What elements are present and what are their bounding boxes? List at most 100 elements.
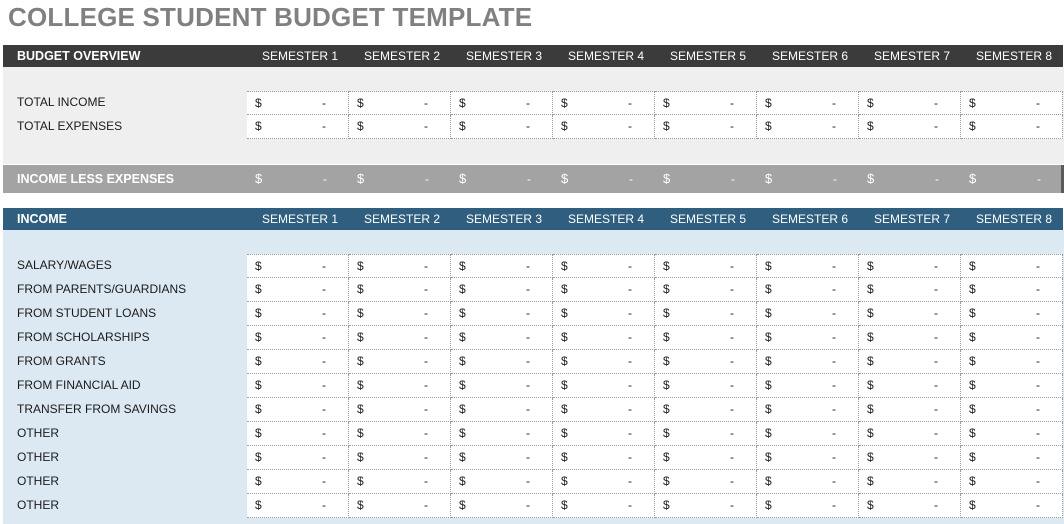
value-cell[interactable]: $ - [757,91,859,115]
value-cell[interactable]: $ - [451,326,553,350]
value-cell[interactable]: $ - [655,254,757,278]
value-cell[interactable]: $ - [451,398,553,422]
value-cell[interactable]: $ - [349,446,451,470]
value-cell[interactable]: $ - [655,350,757,374]
value-cell[interactable]: $ - [859,115,961,139]
value-cell[interactable]: $ - [757,446,859,470]
value-cell[interactable]: $ - [655,302,757,326]
value-cell[interactable]: $ - [961,446,1063,470]
value-cell[interactable]: $ - [961,470,1063,494]
value-cell[interactable]: $ - [553,470,655,494]
value-cell[interactable]: $ - [961,115,1063,139]
value-cell[interactable]: $ - [451,350,553,374]
value-cell[interactable]: $ - [553,446,655,470]
value-cell[interactable]: $ - [451,446,553,470]
value-cell[interactable]: $ - [349,326,451,350]
value-cell[interactable]: $ - [859,422,961,446]
value-cell[interactable]: $ - [859,278,961,302]
value-cell[interactable]: $ - [961,374,1063,398]
value-cell[interactable]: $ - [757,302,859,326]
value-cell[interactable]: $ - [757,470,859,494]
value-cell[interactable]: $ - [247,422,349,446]
value-cell[interactable]: $ - [655,446,757,470]
value-cell[interactable]: $ - [247,494,349,518]
value-cell[interactable]: $ - [451,302,553,326]
value-cell[interactable]: $ - [961,350,1063,374]
value-cell[interactable]: $ - [553,422,655,446]
value-cell[interactable]: $ - [247,254,349,278]
value-cell[interactable]: $ - [451,422,553,446]
value-cell[interactable]: $ - [655,278,757,302]
value-cell[interactable]: $ - [451,374,553,398]
value-cell[interactable]: $ - [961,278,1063,302]
value-cell[interactable]: $ - [961,254,1063,278]
value-cell[interactable]: $ - [757,494,859,518]
value-cell[interactable]: $ - [859,254,961,278]
value-cell[interactable]: $ - [451,91,553,115]
value-cell[interactable]: $ - [247,326,349,350]
value-cell[interactable]: $ - [859,91,961,115]
value-cell[interactable]: $ - [349,470,451,494]
value-cell[interactable]: $ - [349,254,451,278]
value-cell[interactable]: $ - [349,398,451,422]
value-cell[interactable]: $ - [655,115,757,139]
value-cell[interactable]: $ - [553,494,655,518]
value-cell[interactable]: $ - [655,91,757,115]
value-cell[interactable]: $ - [655,422,757,446]
value-cell[interactable]: $ - [349,494,451,518]
value-cell[interactable]: $ - [553,374,655,398]
value-cell[interactable]: $ - [655,374,757,398]
value-cell[interactable]: $ - [757,398,859,422]
value-cell[interactable]: $ - [349,350,451,374]
value-cell[interactable]: $ - [553,278,655,302]
value-cell[interactable]: $ - [655,326,757,350]
value-cell[interactable]: $ - [247,115,349,139]
value-cell[interactable]: $ - [859,374,961,398]
value-cell[interactable]: $ - [859,350,961,374]
value-cell[interactable]: $ - [247,470,349,494]
value-cell[interactable]: $ - [553,398,655,422]
value-cell[interactable]: $ - [349,91,451,115]
value-cell[interactable]: $ - [247,446,349,470]
value-cell[interactable]: $ - [451,278,553,302]
value-cell[interactable]: $ - [349,278,451,302]
value-cell[interactable]: $ - [961,91,1063,115]
value-cell[interactable]: $ - [349,422,451,446]
value-cell[interactable]: $ - [553,254,655,278]
value-cell[interactable]: $ - [961,302,1063,326]
value-cell[interactable]: $ - [247,374,349,398]
value-cell[interactable]: $ - [961,422,1063,446]
value-cell[interactable]: $ - [349,115,451,139]
value-cell[interactable]: $ - [247,91,349,115]
value-cell[interactable]: $ - [859,470,961,494]
value-cell[interactable]: $ - [553,350,655,374]
value-cell[interactable]: $ - [655,494,757,518]
value-cell[interactable]: $ - [247,350,349,374]
value-cell[interactable]: $ - [757,422,859,446]
value-cell[interactable]: $ - [757,254,859,278]
value-cell[interactable]: $ - [859,398,961,422]
value-cell[interactable]: $ - [859,446,961,470]
value-cell[interactable]: $ - [757,350,859,374]
value-cell[interactable]: $ - [655,398,757,422]
value-cell[interactable]: $ - [553,91,655,115]
value-cell[interactable]: $ - [247,398,349,422]
value-cell[interactable]: $ - [247,302,349,326]
value-cell[interactable]: $ - [247,278,349,302]
value-cell[interactable]: $ - [961,494,1063,518]
value-cell[interactable]: $ - [655,470,757,494]
value-cell[interactable]: $ - [553,326,655,350]
value-cell[interactable]: $ - [349,374,451,398]
value-cell[interactable]: $ - [553,115,655,139]
value-cell[interactable]: $ - [349,302,451,326]
value-cell[interactable]: $ - [451,115,553,139]
value-cell[interactable]: $ - [451,470,553,494]
value-cell[interactable]: $ - [757,326,859,350]
value-cell[interactable]: $ - [757,115,859,139]
value-cell[interactable]: $ - [451,254,553,278]
value-cell[interactable]: $ - [859,494,961,518]
value-cell[interactable]: $ - [757,278,859,302]
value-cell[interactable]: $ - [859,302,961,326]
value-cell[interactable]: $ - [757,374,859,398]
value-cell[interactable]: $ - [961,398,1063,422]
